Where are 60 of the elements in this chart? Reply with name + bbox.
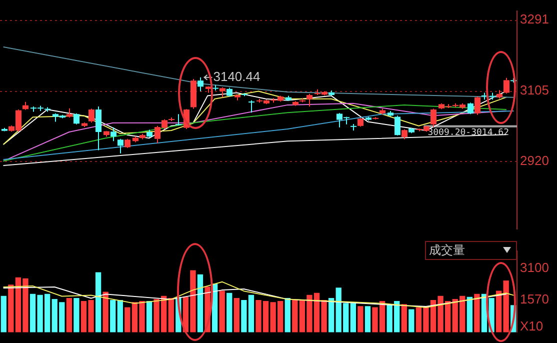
candlestick: [474, 96, 480, 116]
y-tick-label: 1570: [520, 292, 549, 307]
candlestick: [190, 78, 196, 110]
candlestick: [96, 106, 102, 151]
candlestick: [496, 90, 502, 99]
candlestick: [66, 108, 72, 118]
candlestick: [490, 92, 496, 100]
candlestick: [176, 114, 182, 126]
bar: [466, 296, 472, 332]
candlestick: [350, 124, 356, 131]
text: X10: [520, 318, 544, 334]
candlestick: [292, 100, 298, 106]
bar: [358, 306, 364, 332]
bar: [117, 300, 123, 332]
bar: [219, 290, 225, 332]
chart-title: 成交量: [425, 241, 517, 260]
bar: [292, 300, 298, 332]
candlestick: [286, 95, 292, 100]
candlestick: [198, 76, 204, 92]
candlestick: [394, 115, 400, 136]
bar: [408, 309, 414, 332]
candlestick: [212, 84, 218, 91]
candlestick: [220, 86, 226, 98]
bar: [474, 294, 480, 332]
candlestick: [468, 102, 474, 115]
candlestick: [110, 126, 116, 142]
bar: [284, 298, 290, 332]
candlestick: [44, 106, 50, 112]
bar: [197, 274, 204, 332]
band-label: 3009.20-3014.62: [428, 128, 510, 138]
bar: [350, 303, 356, 332]
y-tick-label: 2920: [520, 152, 549, 168]
candlestick: [22, 101, 28, 110]
candlestick: [168, 117, 174, 122]
bar: [146, 301, 152, 332]
bar: [364, 306, 371, 332]
bar: [168, 298, 174, 332]
y-tick-label: 3100: [520, 260, 549, 276]
candlestick: [234, 95, 240, 101]
candlestick: [118, 138, 124, 154]
candlestick: [146, 129, 152, 138]
bar: [401, 304, 407, 332]
candlestick: [328, 90, 334, 96]
bar: [226, 292, 232, 332]
bar: [234, 298, 240, 332]
candlestick: [74, 112, 80, 125]
candlestick: [388, 110, 394, 117]
candlestick: [504, 77, 510, 94]
bar: [328, 298, 334, 332]
bar: [110, 300, 116, 332]
bar: [95, 272, 102, 332]
bar: [66, 298, 72, 332]
bar: [74, 298, 80, 332]
y-tick-label: 3291: [520, 12, 549, 27]
candlestick: [380, 108, 386, 115]
candlestick: [306, 93, 312, 107]
y-tick-label: 3105: [520, 82, 549, 98]
bar: [0, 296, 6, 332]
bar: [102, 292, 108, 332]
annotation: 3140.44: [213, 68, 260, 84]
